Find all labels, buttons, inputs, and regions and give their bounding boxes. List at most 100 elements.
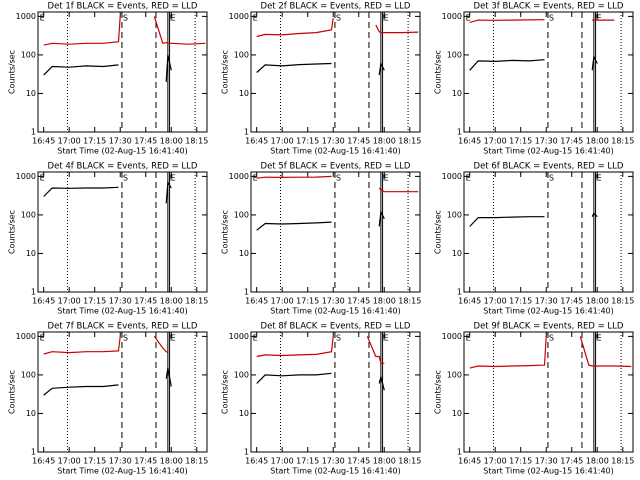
event-label: S [336, 334, 341, 343]
y-tick-label: 1000 [16, 332, 36, 341]
y-tick-label: 100 [447, 50, 462, 59]
x-tick-label: 17:15 [509, 457, 532, 466]
y-tick-label: 100 [234, 370, 249, 379]
panel-title: Det 4f BLACK = Events, RED = LLD [48, 162, 198, 172]
x-axis-label: Start Time (02-Aug-15 16:41:40) [57, 467, 188, 476]
y-tick-label: 1 [457, 128, 462, 137]
series-group [256, 175, 419, 231]
y-tick-label: 100 [234, 50, 249, 59]
y-axis-label: Counts/sec [221, 370, 230, 414]
event-label: F [382, 334, 387, 343]
x-tick-label: 17:00 [484, 137, 507, 146]
panel: Det 4f BLACK = Events, RED = LLD 1 10 100 10… [8, 162, 209, 316]
x-tick-label: 17:00 [58, 137, 81, 146]
event-label: S [336, 174, 341, 183]
series-line [375, 24, 419, 34]
x-tick-label: 18:00 [373, 137, 396, 146]
x-axis-label: Start Time (02-Aug-15 16:41:40) [270, 467, 401, 476]
event-label: E [40, 174, 45, 183]
y-tick-label: 10 [452, 89, 462, 98]
panel-title: Det 7f BLACK = Events, RED = LLD [48, 322, 198, 332]
event-label: F [169, 174, 174, 183]
series-line [165, 180, 172, 204]
y-axis-label: Counts/sec [221, 210, 230, 254]
event-label: F [382, 174, 387, 183]
y-tick-label: 1 [457, 448, 462, 457]
x-tick-label: 17:30 [322, 137, 345, 146]
x-tick-label: 18:00 [586, 457, 609, 466]
event-label: E [597, 14, 602, 23]
x-tick-label: 17:00 [58, 297, 81, 306]
event-label: S [123, 14, 128, 23]
x-tick-label: 17:30 [535, 137, 558, 146]
x-axis-label: Start Time (02-Aug-15 16:41:40) [270, 147, 401, 156]
x-tick-label: 17:45 [560, 137, 583, 146]
y-axis-label: Counts/sec [8, 370, 17, 414]
panel-title: Det 2f BLACK = Events, RED = LLD [261, 2, 411, 12]
x-tick-label: 17:00 [484, 297, 507, 306]
x-tick-label: 16:45 [458, 297, 481, 306]
x-tick-label: 17:45 [134, 297, 157, 306]
x-axis-label: Start Time (02-Aug-15 16:41:40) [483, 307, 614, 316]
x-axis-label: Start Time (02-Aug-15 16:41:40) [483, 467, 614, 476]
series-line [591, 54, 598, 71]
series-line [256, 62, 332, 73]
y-tick-label: 1 [244, 448, 249, 457]
y-tick-label: 10 [26, 89, 36, 98]
x-tick-label: 17:15 [83, 297, 106, 306]
y-tick-label: 1000 [442, 332, 462, 341]
y-tick-label: 100 [21, 370, 36, 379]
panel-title: Det 8f BLACK = Events, RED = LLD [261, 322, 411, 332]
y-tick-label: 10 [452, 249, 462, 258]
series-line [469, 336, 547, 369]
x-tick-label: 17:30 [535, 297, 558, 306]
x-tick-label: 18:15 [611, 297, 634, 306]
panel: Det 5f BLACK = Events, RED = LLD 1 10 100 10… [221, 162, 422, 316]
y-tick-label: 10 [239, 409, 249, 418]
event-label: F [169, 334, 174, 343]
plot-frame [37, 171, 208, 293]
y-tick-label: 1 [457, 288, 462, 297]
event-label: S [549, 14, 554, 23]
y-tick-label: 1000 [16, 12, 36, 21]
x-tick-label: 18:00 [160, 297, 183, 306]
panel-title: Det 6f BLACK = Events, RED = LLD [474, 162, 624, 172]
x-axis-label: Start Time (02-Aug-15 16:41:40) [483, 147, 614, 156]
series-line [165, 54, 172, 82]
y-axis-label: Counts/sec [434, 210, 443, 254]
series-line [378, 376, 385, 391]
series-line [378, 61, 385, 76]
event-label: S [549, 334, 554, 343]
y-tick-label: 1000 [229, 172, 249, 181]
series-line [469, 19, 545, 23]
x-axis-label: Start Time (02-Aug-15 16:41:40) [270, 307, 401, 316]
event-label: E [597, 334, 602, 343]
series-line [256, 18, 334, 38]
event-label: F [595, 334, 600, 343]
y-tick-label: 100 [21, 210, 36, 219]
series-line [256, 336, 334, 358]
series-line [256, 372, 332, 384]
x-tick-label: 17:00 [271, 137, 294, 146]
x-tick-label: 18:00 [586, 137, 609, 146]
panel: Det 7f BLACK = Events, RED = LLD 1 10 100 10… [8, 322, 209, 476]
series-line [43, 186, 119, 197]
series-line [256, 221, 332, 231]
x-tick-label: 17:30 [109, 457, 132, 466]
y-axis-label: Counts/sec [8, 50, 17, 94]
y-axis-label: Counts/sec [434, 370, 443, 414]
x-tick-label: 17:30 [109, 137, 132, 146]
series-line [43, 336, 121, 355]
event-label: F [169, 14, 174, 23]
event-label: S [336, 14, 341, 23]
x-tick-label: 17:15 [83, 457, 106, 466]
panel: Det 6f BLACK = Events, RED = LLD 1 10 100 10… [434, 162, 635, 316]
y-tick-label: 1000 [442, 172, 462, 181]
plot-frame [250, 331, 421, 453]
x-tick-label: 17:45 [347, 297, 370, 306]
plot-frame [37, 11, 208, 133]
x-tick-label: 18:15 [398, 297, 421, 306]
series-group [469, 336, 632, 369]
series-group [43, 180, 172, 204]
